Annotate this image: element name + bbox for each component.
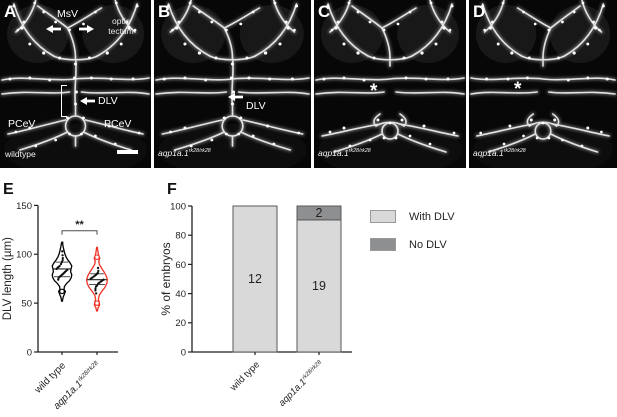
- vasculature-art-d: [469, 0, 617, 168]
- svg-text:40: 40: [175, 289, 186, 300]
- svg-text:2: 2: [316, 206, 323, 220]
- missing-dlv-asterisk-d: *: [514, 79, 522, 100]
- svg-text:wild type: wild type: [32, 360, 68, 396]
- svg-text:150: 150: [16, 201, 32, 212]
- allele-name: rk28/rk28: [188, 148, 211, 155]
- dlv-label-a: DLV: [98, 95, 118, 107]
- pcev-right-label: PCeV: [104, 118, 132, 130]
- genotype-caption-c: aqp1a.1rk28/rk28: [318, 149, 371, 158]
- panel-letter-d: D: [473, 2, 486, 21]
- scale-bar: [117, 150, 138, 154]
- svg-text:19: 19: [312, 279, 326, 293]
- pcev-left-label: PCeV: [8, 118, 36, 130]
- allele-name: rk28/rk28: [348, 148, 371, 155]
- genotype-caption-d: aqp1a.1rk28/rk28: [473, 149, 526, 158]
- svg-text:wild type: wild type: [227, 359, 262, 394]
- svg-text:DLV length (µm): DLV length (µm): [2, 237, 14, 320]
- allele-name: rk28/rk28: [503, 148, 526, 155]
- micrograph-panel-c: C * aqp1a.1rk28/rk28: [314, 0, 466, 168]
- svg-text:20: 20: [175, 318, 186, 329]
- legend-label-no-dlv: No DLV: [409, 238, 447, 251]
- legend-item-with-dlv: With DLV: [370, 210, 455, 223]
- panel-letter-e: E: [3, 181, 14, 198]
- panel-letter-a: A: [4, 2, 17, 21]
- dlv-label-b: DLV: [246, 100, 266, 112]
- optic-tectum-line2: tectum: [108, 26, 134, 36]
- svg-text:% of embryos: % of embryos: [160, 242, 173, 315]
- legend-label-with-dlv: With DLV: [409, 210, 455, 223]
- msv-label: MsV: [57, 8, 78, 20]
- gene-name: aqp1a.1: [318, 148, 349, 158]
- micrograph-panel-b: B DLV aqp1a.1rk28/rk28: [154, 0, 311, 168]
- stacked-bar-chart-embryos: 0 20 40 60 80 100 % of embryos 12 wild type 19 2 aq…: [160, 201, 352, 409]
- svg-text:50: 50: [21, 299, 32, 310]
- optic-tectum-label: optic tectum: [99, 16, 143, 36]
- micrograph-panel-d: D * aqp1a.1rk28/rk28: [469, 0, 617, 168]
- panel-letter-f: F: [167, 181, 177, 198]
- svg-text:60: 60: [175, 260, 186, 271]
- svg-text:100: 100: [170, 201, 186, 212]
- genotype-caption-a: wildtype: [5, 149, 36, 159]
- missing-dlv-asterisk-c: *: [370, 81, 378, 102]
- dlv-bracket: [61, 85, 67, 117]
- svg-text:0: 0: [27, 347, 32, 358]
- optic-tectum-line1: optic: [112, 16, 130, 26]
- vasculature-art-c: [314, 0, 466, 168]
- legend-swatch-no-dlv: [370, 238, 396, 251]
- panel-letter-c: C: [318, 2, 331, 21]
- panel-letter-b: B: [158, 2, 171, 21]
- genotype-caption-b: aqp1a.1rk28/rk28: [158, 149, 211, 158]
- svg-text:100: 100: [16, 250, 32, 261]
- micrograph-panel-a: A MsV optic tectum DLV PCeV PCeV wildtyp…: [0, 0, 151, 168]
- svg-text:0: 0: [181, 347, 186, 358]
- gene-name: aqp1a.1: [158, 148, 189, 158]
- legend-item-no-dlv: No DLV: [370, 238, 447, 251]
- svg-text:aqp1a.1rk28/rk28: aqp1a.1rk28/rk28: [277, 359, 327, 409]
- legend-swatch-with-dlv: [370, 210, 396, 223]
- gene-name: aqp1a.1: [473, 148, 504, 158]
- svg-text:12: 12: [248, 272, 262, 286]
- svg-text:80: 80: [175, 231, 186, 242]
- svg-text:**: **: [75, 219, 84, 231]
